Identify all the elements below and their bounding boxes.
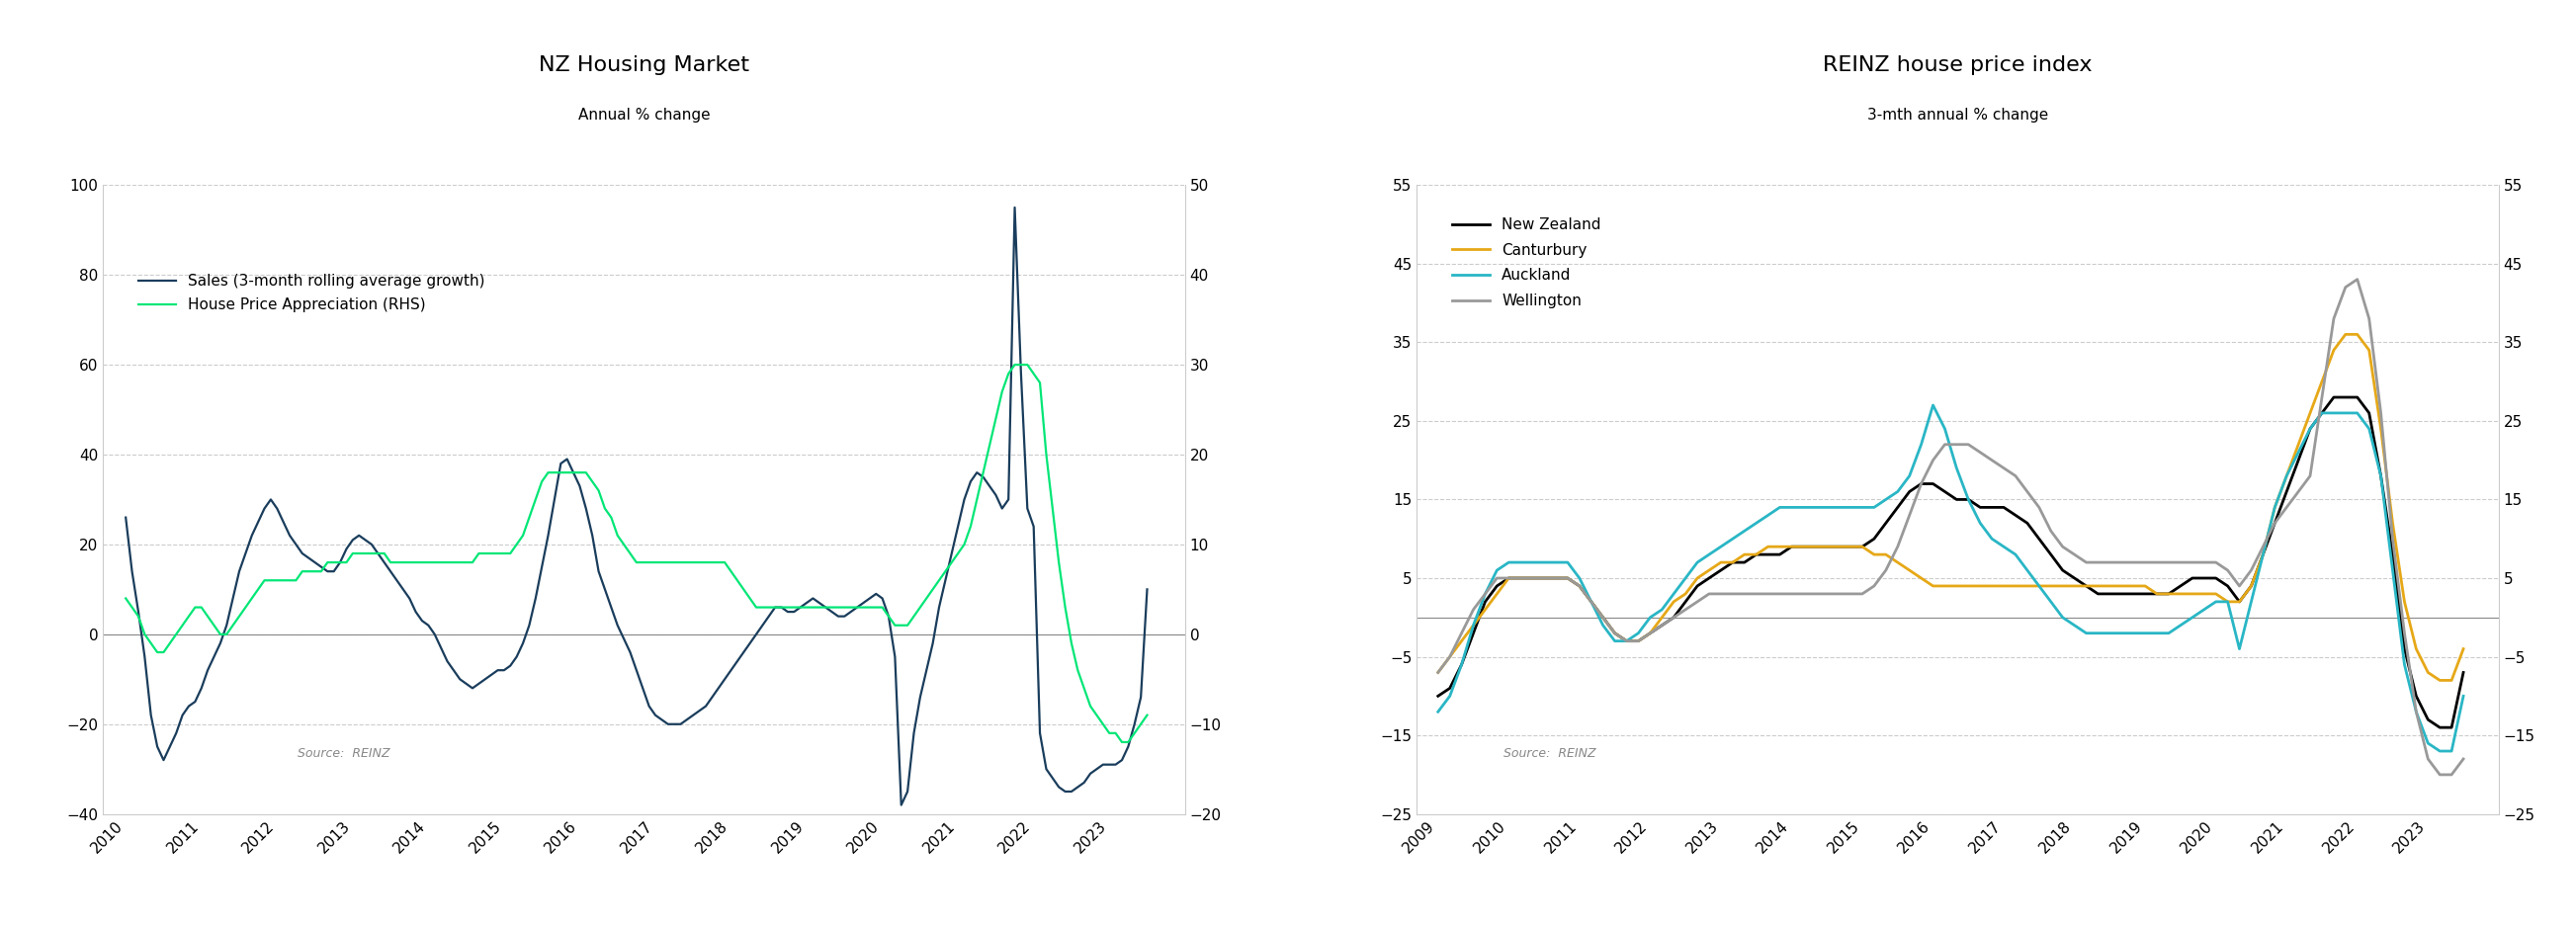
Text: Source:  REINZ: Source: REINZ [1504, 747, 1597, 760]
Legend: New Zealand, Canturbury, Auckland, Wellington: New Zealand, Canturbury, Auckland, Welli… [1445, 212, 1607, 314]
Text: Source:  REINZ: Source: REINZ [299, 747, 392, 760]
Legend: Sales (3-month rolling average growth), House Price Appreciation (RHS): Sales (3-month rolling average growth), … [131, 268, 492, 319]
Text: REINZ house price index: REINZ house price index [1824, 55, 2092, 75]
Text: 3-mth annual % change: 3-mth annual % change [1868, 108, 2048, 123]
Text: NZ Housing Market: NZ Housing Market [538, 55, 750, 75]
Text: Annual % change: Annual % change [577, 108, 711, 123]
